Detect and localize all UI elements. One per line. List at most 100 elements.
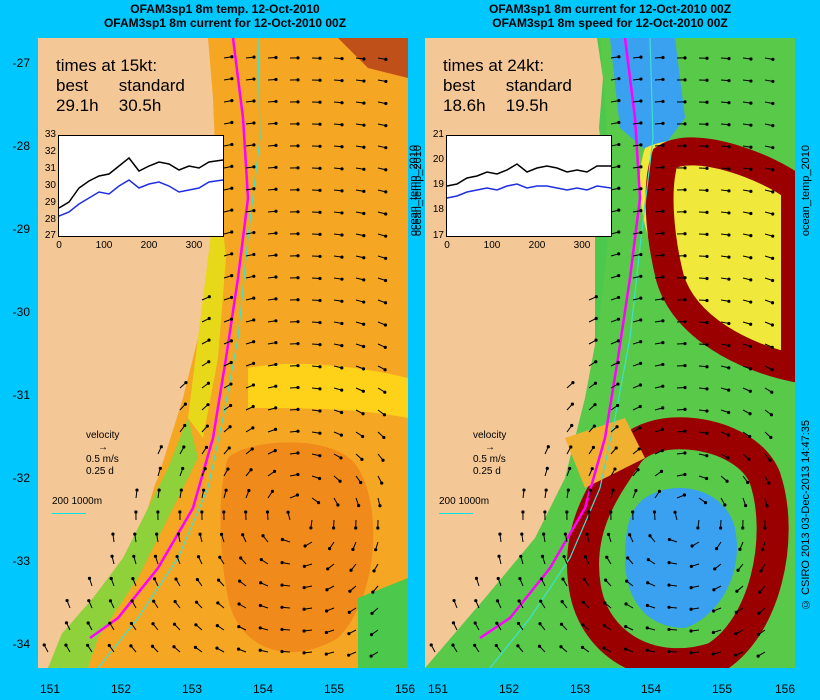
current-arrowhead [520,532,524,536]
current-arrowhead [303,544,307,548]
current-arrowhead [723,503,727,507]
current-arrowhead [661,187,665,191]
current-arrows [429,55,775,658]
current-arrowhead [296,78,300,82]
current-arrowhead [296,122,300,126]
current-arrowhead [219,532,224,536]
current-arrowhead [251,426,255,430]
current-arrowhead [202,488,206,492]
current-arrowhead [184,381,188,385]
current-arrowhead [516,644,520,648]
current-arrowhead [616,382,620,386]
current-arrowhead [340,167,344,171]
right-title: OFAM3sp1 8m current for 12-Oct-2010 00Z … [455,2,765,30]
current-arrowhead [230,208,234,212]
current-arrowhead [727,388,731,392]
current-arrowhead [230,164,234,168]
current-arrowhead [639,209,643,213]
current-arrowhead [296,363,300,368]
current-arrowhead [361,389,365,393]
current-arrowhead [725,479,729,483]
current-arrowhead [616,360,620,365]
current-arrowhead [683,342,687,346]
current-arrowhead [207,338,211,342]
current-arrowhead [705,56,709,60]
current-arrowhead [473,643,477,647]
current-arrowhead [384,57,388,61]
current-arrowhead [318,210,322,214]
current-arrowhead [617,120,621,125]
current-arrowhead [594,360,598,364]
current-arrowhead [229,317,234,321]
current-arrowhead [615,403,620,408]
current-arrowhead [683,78,687,82]
current-arrowhead [318,343,322,347]
current-arrowhead [302,651,306,655]
current-arrowhead [617,142,621,147]
current-arrowhead [749,123,753,127]
current-arrowhead [661,209,665,213]
current-arrowhead [158,466,162,470]
current-arrowhead [451,643,455,647]
current-arrowhead [274,77,278,82]
current-arrowhead [252,99,256,103]
current-arrowhead [734,610,738,614]
current-arrowhead [237,625,241,629]
current-arrowhead [639,340,643,344]
current-arrowhead [749,79,753,83]
current-arrowhead [252,55,256,59]
current-arrowhead [727,57,731,61]
current-arrowhead [218,555,222,559]
current-arrowhead [252,230,256,235]
current-arrowhead [594,295,598,299]
current-arrowhead [683,210,687,214]
current-arrowhead [771,212,775,216]
current-arrowhead [748,344,753,349]
current-arrowhead [340,321,344,326]
current-arrowhead [222,510,226,514]
current-arrowhead [272,469,277,473]
current-arrowhead [683,451,687,455]
current-arrowhead [638,361,643,366]
current-arrowhead [229,339,233,343]
current-arrowhead [736,568,740,572]
current-arrowhead [667,583,671,587]
current-arrowhead [108,621,112,625]
current-arrowhead [340,211,344,215]
current-arrowhead [496,576,500,581]
current-arrowhead [362,101,366,105]
current-arrowhead [689,629,693,633]
current-arrowhead [172,645,176,649]
current-arrowhead [770,278,775,283]
current-arrowhead [349,568,353,572]
current-arrowhead [227,446,231,450]
current-arrowhead [108,599,113,603]
current-arrowhead [252,121,256,125]
current-arrowhead [494,643,498,648]
current-arrowhead [516,621,521,626]
current-arrowhead [689,586,693,590]
current-arrowhead [381,458,385,462]
current-arrowhead [749,211,753,216]
inset-ytick: 20 [432,154,444,165]
left-times-heading: times at 15kt: [56,56,158,75]
current-arrowhead [713,567,717,571]
current-arrowhead [193,645,198,649]
current-arrowhead [261,534,265,538]
current-arrowhead [324,652,328,656]
series-best [446,163,611,187]
yellow-band [248,363,408,418]
lon-label: 152 [498,682,520,696]
velocity-duration: 0.25 d [473,466,501,477]
current-arrowhead [274,275,278,279]
current-arrowhead [683,298,687,302]
current-arrowhead [87,576,92,581]
current-arrowhead [589,488,593,492]
current-arrowhead [230,252,234,256]
current-arrowhead [216,578,221,582]
current-arrowhead [714,547,719,551]
current-arrowhead [661,384,665,388]
current-arrowhead [617,55,621,59]
current-arrowhead [206,403,210,407]
right-velocity-legend: velocity → 0.5 m/s 0.25 d [473,430,506,478]
